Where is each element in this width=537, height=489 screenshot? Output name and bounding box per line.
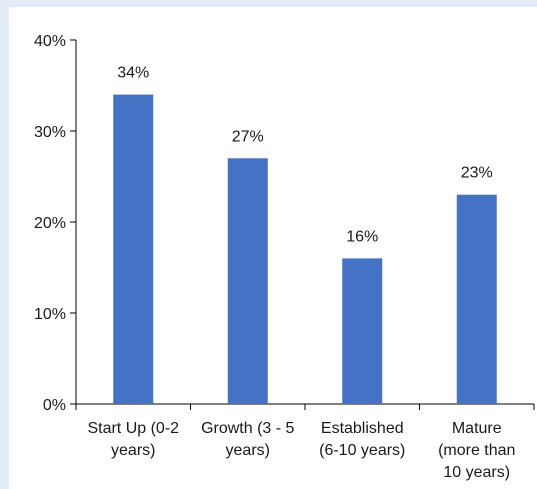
data-label: 27%	[232, 128, 264, 145]
y-axis: 0% 10% 20% 30% 40%	[34, 33, 77, 414]
category-label: (6-10 years)	[319, 442, 405, 459]
y-tick-label: 10%	[34, 306, 66, 323]
category-label: Mature	[452, 420, 502, 437]
category-label: 10 years)	[443, 464, 510, 481]
data-label: 34%	[117, 65, 149, 82]
category-label: years)	[111, 442, 155, 459]
category-label: Growth (3 - 5	[201, 420, 294, 437]
bar	[456, 194, 497, 404]
category-label: Established	[321, 420, 404, 437]
y-tick-label: 40%	[34, 33, 66, 50]
bar	[342, 258, 383, 404]
plot-background	[9, 7, 537, 489]
data-label: 16%	[346, 228, 378, 245]
y-tick-label: 0%	[43, 397, 66, 414]
bars	[113, 94, 497, 404]
y-tick-label: 20%	[34, 215, 66, 232]
category-label: years)	[226, 442, 270, 459]
bar	[113, 94, 154, 404]
data-label: 23%	[461, 165, 493, 182]
category-labels: Start Up (0-2 years) Growth (3 - 5 years) Es…	[87, 420, 515, 481]
data-labels: 34% 27% 16% 23%	[117, 65, 493, 246]
y-tick-label: 30%	[34, 124, 66, 141]
category-label: Start Up (0-2	[87, 420, 179, 437]
category-label: (more than	[438, 442, 515, 459]
bar	[227, 158, 268, 404]
